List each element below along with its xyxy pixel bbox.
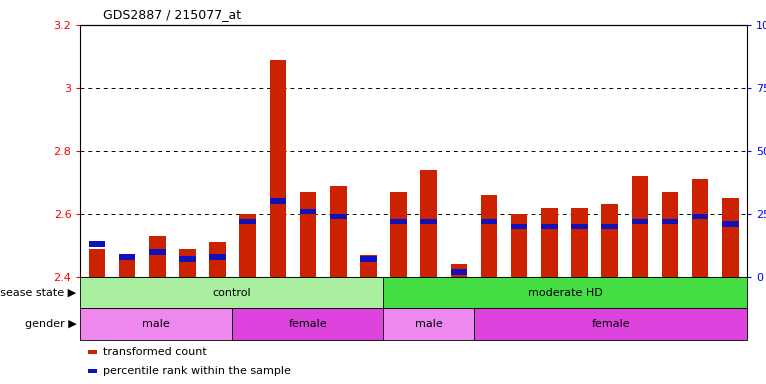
Text: male: male: [415, 319, 443, 329]
Bar: [722, 198, 738, 277]
Bar: [179, 257, 196, 262]
Bar: [662, 192, 678, 277]
Bar: [80, 277, 383, 308]
Bar: [270, 60, 286, 277]
Text: percentile rank within the sample: percentile rank within the sample: [103, 366, 290, 376]
Text: female: female: [288, 319, 327, 329]
Bar: [450, 264, 467, 277]
Text: GDS2887 / 215077_at: GDS2887 / 215077_at: [103, 8, 241, 21]
Bar: [330, 185, 346, 277]
Bar: [383, 308, 474, 340]
Bar: [89, 248, 105, 277]
Bar: [149, 249, 165, 255]
Bar: [360, 255, 377, 277]
Bar: [541, 223, 558, 229]
Text: transformed count: transformed count: [103, 347, 206, 357]
Bar: [383, 277, 747, 308]
Text: male: male: [142, 319, 170, 329]
Bar: [300, 209, 316, 214]
Bar: [541, 208, 558, 277]
Bar: [571, 208, 588, 277]
Bar: [571, 223, 588, 229]
Bar: [149, 236, 165, 277]
Text: control: control: [213, 288, 251, 298]
Bar: [209, 254, 226, 260]
Bar: [270, 199, 286, 204]
Bar: [474, 308, 747, 340]
Bar: [80, 308, 232, 340]
Bar: [481, 218, 497, 224]
Bar: [330, 214, 346, 219]
Text: gender ▶: gender ▶: [25, 319, 77, 329]
Bar: [390, 192, 407, 277]
Bar: [631, 176, 648, 277]
Text: female: female: [591, 319, 630, 329]
Bar: [390, 218, 407, 224]
Bar: [481, 195, 497, 277]
Bar: [179, 248, 196, 277]
Bar: [601, 204, 618, 277]
Bar: [601, 223, 618, 229]
Bar: [511, 223, 528, 229]
Bar: [240, 218, 256, 224]
Bar: [89, 241, 105, 247]
Bar: [232, 308, 383, 340]
Bar: [662, 218, 678, 224]
Bar: [119, 254, 136, 260]
Bar: [421, 218, 437, 224]
Bar: [692, 214, 709, 219]
Bar: [722, 221, 738, 227]
Bar: [360, 257, 377, 262]
Bar: [631, 218, 648, 224]
Bar: [240, 214, 256, 277]
Text: disease state ▶: disease state ▶: [0, 288, 77, 298]
Bar: [511, 214, 528, 277]
Bar: [209, 242, 226, 277]
Bar: [450, 269, 467, 275]
Bar: [421, 170, 437, 277]
Bar: [300, 192, 316, 277]
Bar: [692, 179, 709, 277]
Text: moderate HD: moderate HD: [528, 288, 603, 298]
Bar: [119, 255, 136, 277]
